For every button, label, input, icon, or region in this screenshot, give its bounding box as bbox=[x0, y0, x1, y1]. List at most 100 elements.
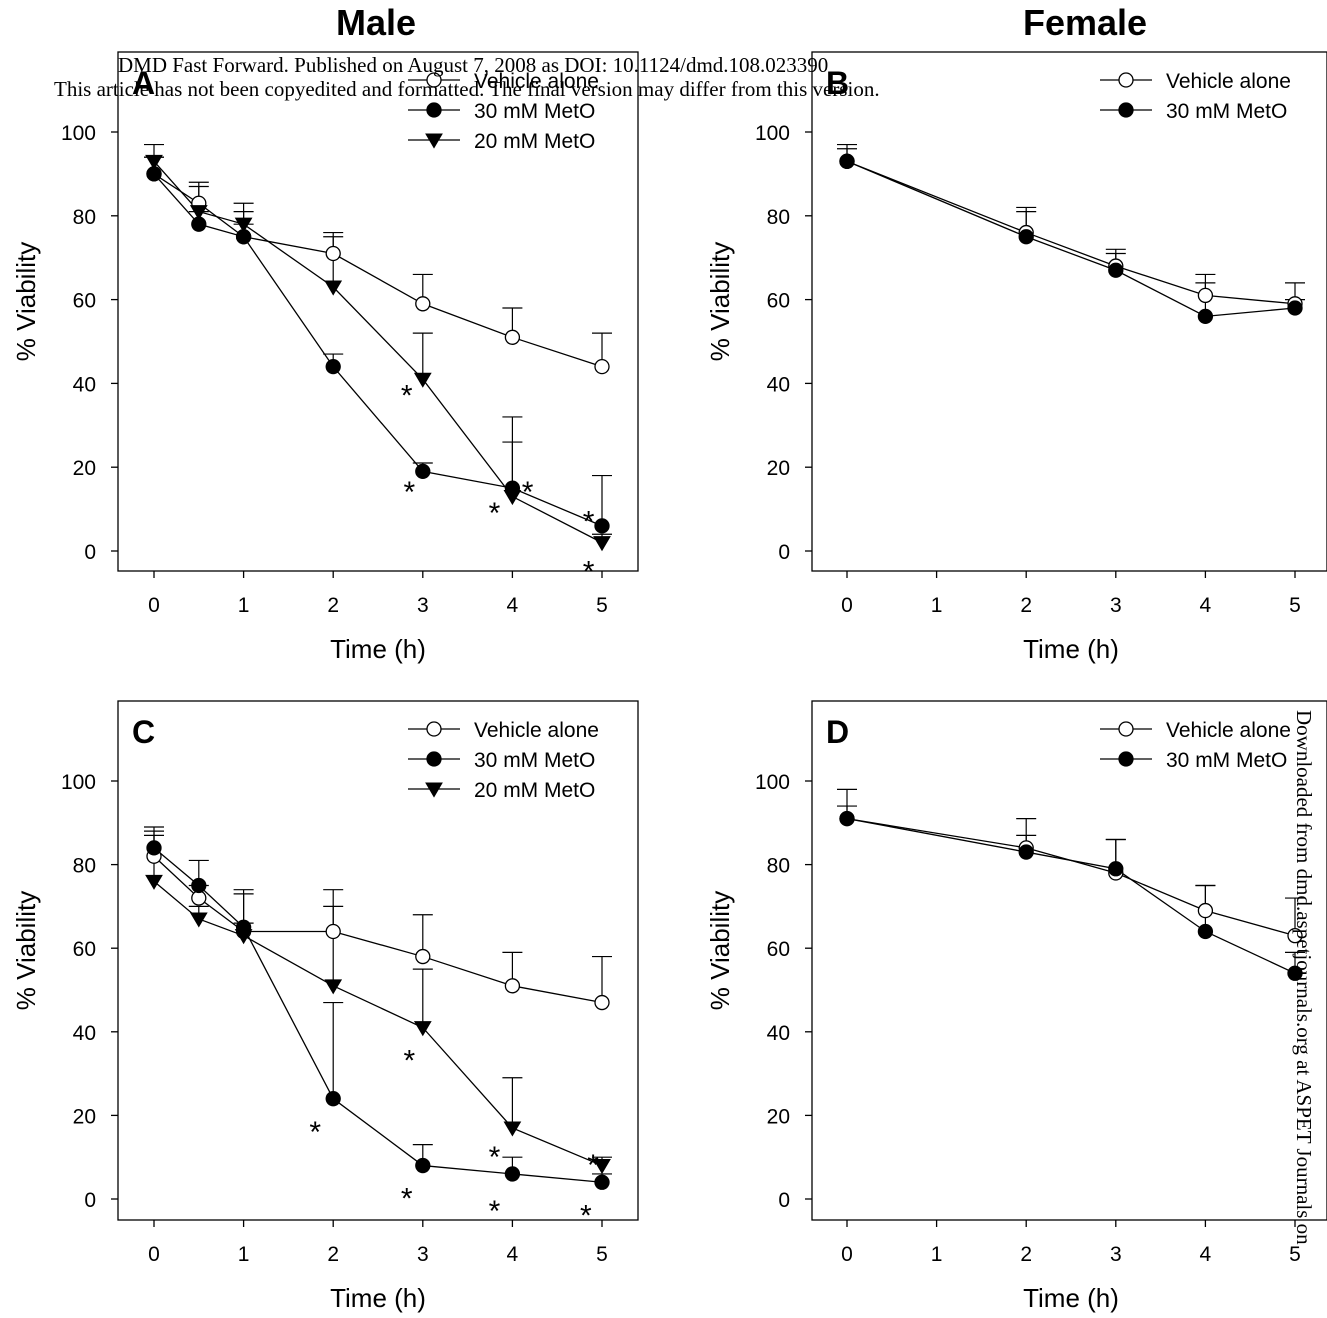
data-point bbox=[594, 358, 610, 375]
significance-asterisk: * bbox=[404, 476, 416, 509]
data-point bbox=[1108, 262, 1124, 278]
y-tick-label: 80 bbox=[767, 855, 790, 878]
y-tick-label: 20 bbox=[73, 1105, 96, 1128]
data-point bbox=[839, 153, 855, 169]
series-0-markers bbox=[839, 810, 1303, 944]
data-point bbox=[145, 874, 163, 890]
legend-marker bbox=[426, 102, 442, 118]
plot-frame bbox=[117, 51, 639, 572]
series-0 bbox=[837, 788, 1305, 937]
y-axis-label: % Viability bbox=[11, 891, 41, 1010]
x-tick-label: 2 bbox=[327, 1243, 339, 1266]
y-tick-label: 80 bbox=[73, 206, 96, 229]
significance-asterisk: * bbox=[587, 1149, 599, 1182]
data-point bbox=[593, 536, 611, 552]
y-tick-label: 100 bbox=[755, 771, 790, 794]
plot-frame bbox=[811, 51, 1327, 572]
watermark-line-1: DMD Fast Forward. Published on August 7,… bbox=[118, 53, 829, 77]
y-axis-label: % Viability bbox=[11, 242, 41, 361]
y-tick-label: 40 bbox=[767, 1022, 790, 1045]
panel-label: B bbox=[826, 65, 849, 101]
y-tick-label: 80 bbox=[767, 206, 790, 229]
series-line bbox=[153, 847, 603, 1183]
legend-entry: 20 mM MetO bbox=[474, 779, 595, 802]
data-point bbox=[145, 154, 163, 170]
y-tick-label: 100 bbox=[755, 122, 790, 145]
significance-asterisk: * bbox=[489, 497, 501, 530]
x-tick-label: 0 bbox=[841, 594, 853, 617]
watermark-line-2: This article has not been copyedited and… bbox=[54, 77, 880, 101]
data-point bbox=[1197, 902, 1214, 919]
y-axis-label: % Viability bbox=[705, 242, 735, 361]
y-tick-label: 80 bbox=[73, 855, 96, 878]
legend-entry: 30 mM MetO bbox=[474, 100, 595, 123]
data-point bbox=[189, 205, 208, 221]
y-tick-label: 40 bbox=[767, 373, 790, 396]
series-line bbox=[846, 160, 1296, 318]
data-point bbox=[1108, 861, 1124, 877]
data-point bbox=[325, 358, 341, 375]
panel-d: 0 1 2 3 4 5 0 20 40 60 80 100 Time (h) % Viability D Ve… bbox=[705, 700, 1327, 1313]
significance-asterisk: * bbox=[401, 380, 413, 413]
y-tick-label: 0 bbox=[778, 1189, 790, 1212]
data-point bbox=[839, 810, 855, 827]
series-line bbox=[846, 817, 1296, 974]
series-1-markers bbox=[146, 840, 610, 1190]
series-1 bbox=[837, 148, 1305, 318]
series-2 bbox=[144, 830, 612, 1167]
x-axis-label: Time (h) bbox=[1023, 1283, 1119, 1313]
series-line bbox=[846, 160, 1296, 305]
legend-entry: Vehicle alone bbox=[474, 70, 599, 93]
data-point bbox=[146, 840, 162, 856]
data-point bbox=[324, 979, 343, 995]
legend-entry: 30 mM MetO bbox=[474, 749, 595, 772]
x-tick-label: 3 bbox=[1110, 594, 1122, 617]
legend: Vehicle alone 30 mM MetO 20 mM MetO bbox=[408, 70, 599, 153]
x-axis-label: Time (h) bbox=[1023, 634, 1119, 664]
data-point bbox=[503, 490, 522, 506]
series-1-markers bbox=[839, 810, 1303, 981]
legend-entry: 20 mM MetO bbox=[474, 130, 595, 153]
female-heading: Female bbox=[1022, 2, 1148, 43]
legend-entry: Vehicle alone bbox=[474, 719, 599, 742]
legend-marker bbox=[426, 751, 442, 767]
legend-marker bbox=[426, 72, 442, 88]
data-point bbox=[1287, 965, 1303, 981]
x-tick-label: 1 bbox=[931, 1243, 943, 1266]
y-tick-label: 60 bbox=[73, 290, 96, 313]
data-point bbox=[325, 1091, 341, 1107]
data-point bbox=[594, 1174, 610, 1190]
panel-c: 0 1 2 3 4 5 0 20 40 60 80 100 Time (h) % Viability C * *… bbox=[11, 700, 639, 1313]
data-point bbox=[1018, 229, 1034, 245]
data-point bbox=[234, 217, 253, 233]
x-tick-label: 0 bbox=[148, 1243, 160, 1266]
y-tick-label: 60 bbox=[767, 938, 790, 961]
series-1-markers bbox=[839, 153, 1303, 325]
data-point bbox=[413, 1021, 432, 1037]
legend-entry: 30 mM MetO bbox=[1166, 749, 1287, 772]
data-point bbox=[413, 372, 432, 388]
significance-asterisk: * bbox=[583, 556, 595, 589]
watermark-side: Downloaded from dmd.aspetjournals.org at… bbox=[1292, 710, 1316, 1245]
legend: Vehicle alone 30 mM MetO bbox=[1100, 70, 1291, 123]
legend-marker bbox=[1118, 721, 1134, 737]
legend-marker bbox=[426, 721, 442, 737]
data-point bbox=[593, 1159, 611, 1175]
data-point bbox=[234, 929, 253, 945]
legend-entry: 30 mM MetO bbox=[1166, 100, 1287, 123]
significance-asterisk: * bbox=[580, 1199, 592, 1232]
series-line bbox=[153, 173, 603, 527]
series-line bbox=[846, 817, 1296, 937]
series-line bbox=[153, 880, 603, 1167]
significance-asterisk: * bbox=[489, 1141, 501, 1174]
significance-asterisk: * bbox=[489, 1195, 501, 1228]
panel-a: 0 1 2 3 4 5 0 20 40 60 80 100 Time (h) % Viability A * *… bbox=[11, 51, 639, 664]
legend-marker bbox=[1118, 72, 1134, 88]
data-point bbox=[415, 463, 431, 480]
data-point bbox=[504, 329, 521, 345]
data-point bbox=[324, 280, 343, 296]
plot-frame bbox=[811, 700, 1327, 1221]
data-point bbox=[415, 296, 431, 312]
data-point bbox=[1197, 308, 1214, 325]
